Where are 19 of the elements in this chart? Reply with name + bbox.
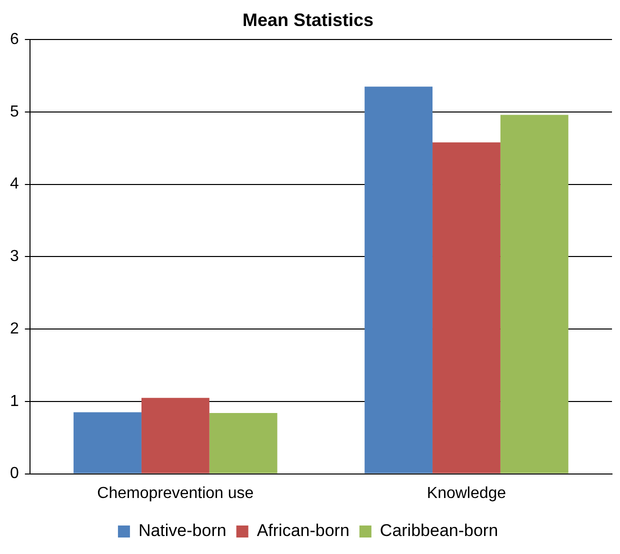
bar	[74, 412, 142, 474]
y-tick-label: 1	[10, 392, 19, 410]
legend-label: African-born	[256, 521, 350, 540]
x-tick-label: Chemoprevention use	[97, 484, 254, 502]
bar	[209, 413, 278, 474]
bar	[364, 86, 433, 474]
bar	[500, 114, 568, 474]
y-tick-label: 2	[10, 320, 19, 338]
y-tick-label: 3	[10, 248, 19, 266]
legend-label: Caribbean-born	[380, 521, 498, 540]
chart-title: Mean Statistics	[242, 10, 374, 30]
bar	[432, 142, 500, 474]
y-tick-label: 6	[10, 31, 19, 48]
y-tick-label: 4	[10, 176, 19, 193]
y-tick-label: 5	[10, 103, 19, 120]
legend-label: Native-born	[138, 521, 226, 540]
x-tick-label: Knowledge	[426, 484, 506, 502]
y-tick-label: 0	[10, 465, 19, 482]
bar	[141, 398, 210, 474]
